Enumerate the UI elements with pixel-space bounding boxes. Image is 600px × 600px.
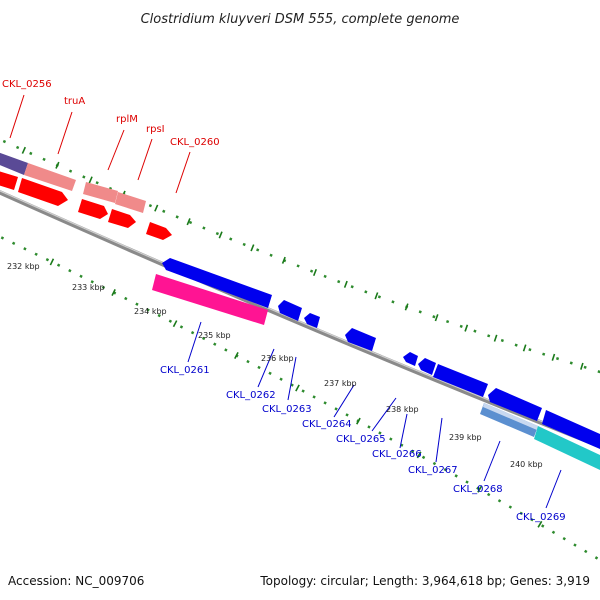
gene-label-ckl-0264[interactable]: CKL_0264 [302, 419, 352, 430]
label-leader-line [57, 111, 73, 155]
scale-tick [537, 520, 543, 528]
gene-arrow-ckl-0265[interactable] [403, 352, 418, 366]
label-leader-line [287, 356, 297, 401]
gene-arrow-ckl-0264[interactable] [345, 328, 376, 351]
scale-tick [477, 485, 483, 493]
reverse-feature-band [483, 403, 538, 430]
gene-arrow-rpsi[interactable] [108, 209, 136, 228]
scale-tick [172, 320, 178, 328]
forward-feature-band [0, 152, 28, 175]
label-leader-line [435, 417, 443, 463]
label-leader-line [9, 94, 25, 139]
kbp-label: 233 kbp [72, 283, 105, 292]
gene-label-ckl-0256[interactable]: CKL_0256 [2, 79, 52, 90]
scale-tick [404, 303, 409, 311]
scale-tick [343, 280, 348, 288]
label-leader-line [137, 138, 153, 181]
scale-tick [234, 352, 239, 359]
gene-arrow-trua[interactable] [18, 178, 68, 206]
label-leader-line [483, 440, 501, 482]
label-leader-line [175, 151, 191, 194]
kbp-label: 237 kbp [324, 379, 357, 388]
scale-tick [416, 451, 422, 459]
gene-arrow-ckl-0256[interactable] [0, 170, 18, 190]
gene-label-ckl-0260[interactable]: CKL_0260 [170, 137, 220, 148]
kbp-label: 232 kbp [7, 262, 40, 271]
gene-arrow-ckl-0266[interactable] [418, 358, 436, 375]
gene-label-ckl-0269[interactable]: CKL_0269 [516, 512, 566, 523]
map-title: Clostridium kluyveri DSM 555, complete g… [141, 12, 460, 27]
forward-feature-band [83, 182, 118, 203]
gene-arrow-ckl-0269[interactable] [542, 410, 600, 449]
inner-tick-marks [49, 258, 543, 528]
gene-label-ckl-0262[interactable]: CKL_0262 [226, 390, 276, 401]
gene-label-ckl-0265[interactable]: CKL_0265 [336, 434, 386, 445]
gene-arrow-rplm[interactable] [78, 199, 108, 219]
label-leader-line [399, 413, 408, 449]
scale-tick [111, 288, 116, 296]
gene-label-ckl-0266[interactable]: CKL_0266 [372, 449, 422, 460]
label-leader-line [187, 321, 202, 363]
kbp-label: 238 kbp [386, 405, 419, 414]
forward-feature-band [24, 163, 76, 191]
scale-tick [250, 244, 255, 252]
rna-gene-ckl-0261[interactable] [152, 274, 268, 325]
scale-tick [295, 384, 300, 392]
accession-text: Accession: NC_009706 [8, 574, 145, 588]
reverse-feature-band [534, 426, 600, 470]
outer-tick-marks [21, 146, 584, 370]
scale-tick [493, 334, 498, 342]
gene-label-ckl-0268[interactable]: CKL_0268 [453, 484, 503, 495]
kbp-label: 239 kbp [449, 433, 482, 442]
gene-label-ckl-0263[interactable]: CKL_0263 [262, 404, 312, 415]
scale-tick [312, 268, 318, 277]
scale-tick [374, 292, 379, 300]
scale-tick [49, 258, 55, 266]
gene-arrow-ckl-0260[interactable] [146, 222, 172, 240]
gene-arrow-ckl-0267[interactable] [433, 364, 488, 397]
kbp-label: 236 kbp [261, 354, 294, 363]
scale-tick [154, 204, 159, 212]
scale-tick [580, 362, 584, 370]
gene-label-trua[interactable]: truA [64, 96, 85, 107]
gene-arrow-ckl-0263[interactable] [304, 313, 320, 328]
scale-tick [55, 161, 60, 169]
gene-label-ckl-0261[interactable]: CKL_0261 [160, 365, 210, 376]
topology-text: Topology: circular; Length: 3,964,618 bp… [260, 574, 590, 588]
kbp-label: 235 kbp [198, 331, 231, 340]
forward-feature-band [115, 192, 146, 213]
label-leader-line [371, 397, 397, 432]
gene-arrow-ckl-0268[interactable] [488, 388, 542, 421]
gene-label-rpsi[interactable]: rpsI [146, 124, 165, 135]
kbp-label: 240 kbp [510, 460, 543, 469]
genome-backbone [0, 189, 600, 449]
label-leader-line [333, 384, 355, 418]
gene-label-ckl-0267[interactable]: CKL_0267 [408, 465, 458, 476]
scale-tick [522, 344, 527, 352]
scale-tick [186, 218, 191, 226]
gene-arrow-ckl-0261[interactable] [162, 258, 272, 308]
label-leader-line [107, 129, 125, 171]
scale-tick [21, 146, 27, 154]
scale-tick [434, 314, 439, 322]
outer-scale-ring [0, 138, 600, 374]
label-leader-line [257, 348, 275, 388]
scale-tick [281, 256, 286, 264]
gene-label-rplm[interactable]: rplM [116, 114, 138, 125]
scale-tick [218, 231, 223, 239]
scale-tick [464, 324, 469, 332]
gene-arrow-ckl-0262[interactable] [278, 300, 302, 321]
scale-tick [551, 353, 556, 361]
scale-tick [88, 176, 93, 184]
scale-tick [356, 417, 361, 425]
label-leader-line [545, 469, 562, 509]
kbp-label: 234 kbp [134, 307, 167, 316]
